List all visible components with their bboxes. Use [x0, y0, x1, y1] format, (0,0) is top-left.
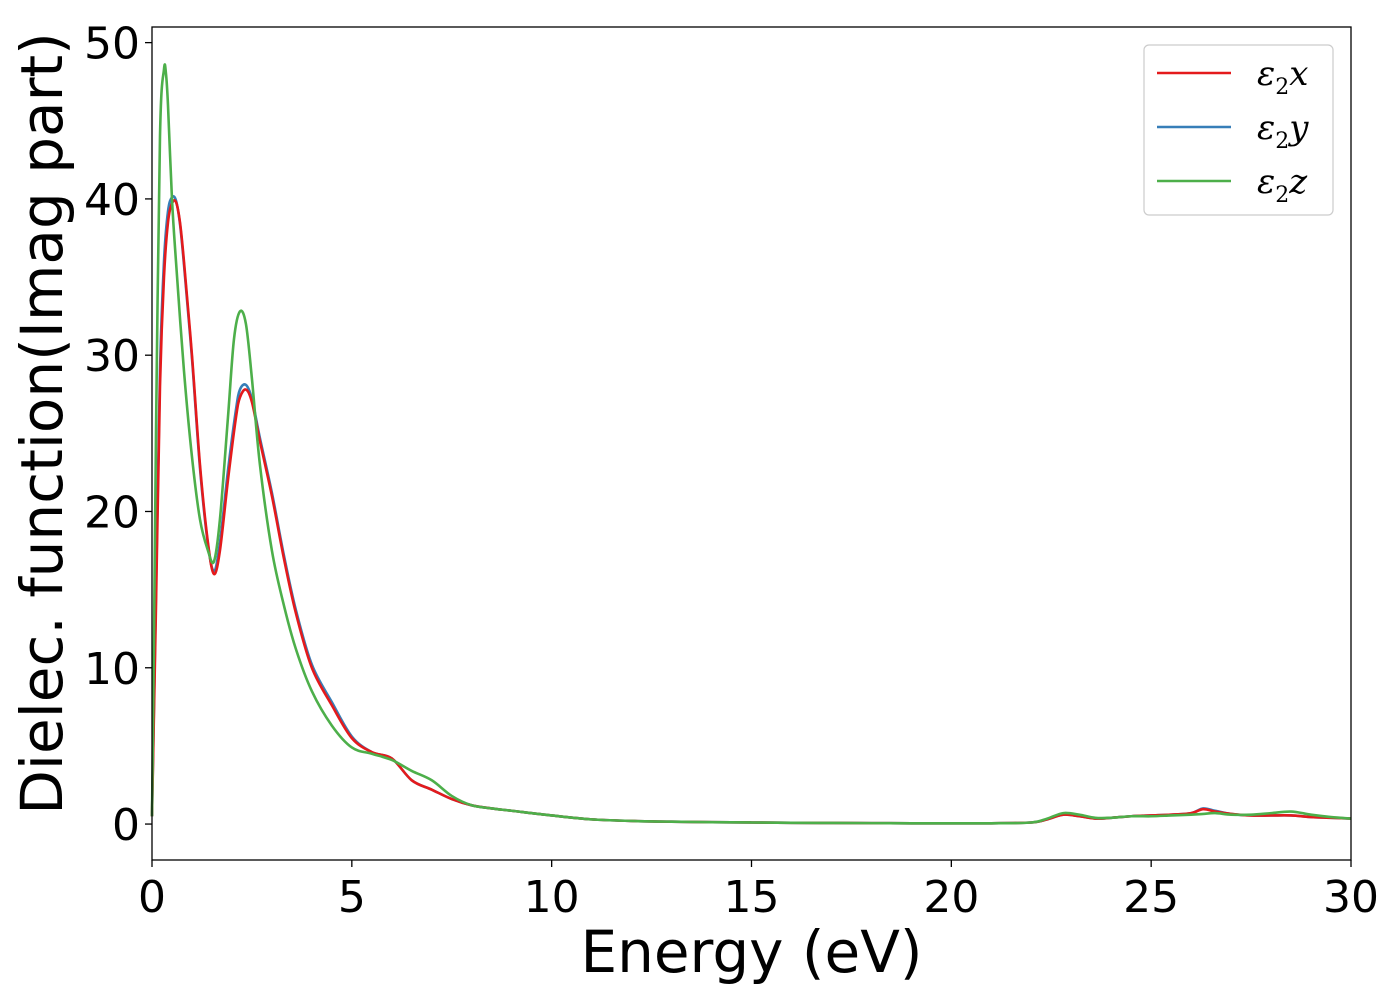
legend-label: ε2z [1257, 162, 1308, 208]
y-tick-label: 40 [84, 175, 140, 226]
legend-label: ε2x [1257, 54, 1308, 100]
y-tick-label: 20 [84, 487, 140, 538]
y-tick-label: 10 [84, 644, 140, 695]
legend-label: ε2y [1257, 108, 1309, 154]
y-axis-ticks: 0 10 20 30 40 50 [84, 19, 152, 851]
x-axis-label: Energy (eV) [580, 918, 922, 986]
x-tick-label: 10 [524, 872, 580, 923]
x-tick-label: 0 [138, 872, 166, 923]
legend-box [1143, 44, 1334, 216]
x-axis-ticks: 0 5 10 15 20 25 30 [138, 860, 1379, 923]
plot-lines [150, 63, 1352, 825]
x-tick-label: 25 [1123, 872, 1179, 923]
x-tick-label: 15 [724, 872, 780, 923]
y-tick-label: 0 [112, 800, 140, 851]
y-tick-label: 30 [84, 331, 140, 382]
series-line-z [150, 63, 1352, 825]
y-axis-label: Dielec. function(Imag part) [8, 32, 76, 815]
x-tick-label: 20 [923, 872, 979, 923]
x-tick-label: 5 [338, 872, 366, 923]
legend: ε2x ε2y ε2z [1143, 44, 1334, 216]
x-tick-label: 30 [1323, 872, 1379, 923]
y-tick-label: 50 [84, 19, 140, 70]
